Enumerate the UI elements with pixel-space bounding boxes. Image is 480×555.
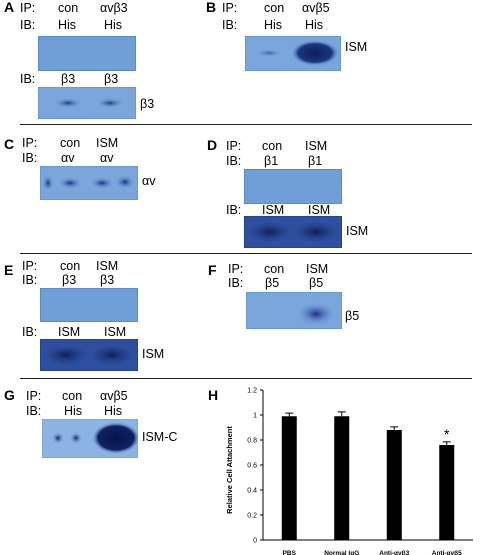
panel-a-ip-lane-1: con — [58, 1, 79, 15]
panel-g-band-label: ISM-C — [142, 430, 178, 444]
panel-b-ip-lane-1: con — [264, 1, 285, 15]
panel-a-blot-beta3 — [38, 87, 136, 119]
panel-e-ib-label: IB: — [22, 273, 38, 287]
panel-f-label: F — [208, 262, 217, 278]
chart-y-tick-label: 1 — [253, 413, 257, 420]
panel-d-ip-lane-1: con — [262, 139, 283, 153]
panel-d-label: D — [207, 137, 218, 153]
panel-d-ib2-lane-1: ISM — [262, 203, 285, 217]
panel-b-ib-label: IB: — [222, 18, 238, 32]
panel-d-ib2-label: IB: — [226, 203, 242, 217]
panel-e-ip-label: IP: — [22, 259, 38, 273]
chart-x-tick-label: Anti-αvβ3 — [379, 550, 409, 555]
panel-e-label: E — [4, 262, 14, 278]
panel-g-ib-lane-1: His — [64, 404, 83, 418]
panel-d-ib-lane-2: β1 — [308, 154, 323, 168]
panel-c-ip-label: IP: — [22, 136, 38, 150]
panel-a-ip-lane-2: αvβ3 — [100, 1, 128, 15]
panel-e-ib-lane-2: β3 — [100, 273, 115, 287]
chart-x-tick-label: Normal IgG — [324, 550, 359, 555]
divider-3 — [20, 378, 472, 379]
panel-a-ip-label: IP: — [20, 1, 36, 15]
chart-significance-annotation: * — [444, 426, 450, 442]
chart-bar — [439, 445, 455, 540]
panel-c-ib-label: IB: — [22, 151, 38, 165]
panel-c-ip-lane-1: con — [60, 136, 81, 150]
chart-y-tick-label: 0 — [253, 538, 257, 545]
chart-y-tick-label: 1.2 — [247, 388, 257, 395]
panel-a-label: A — [4, 0, 15, 15]
panel-c-ib-lane-1: αv — [61, 151, 75, 165]
panel-g-ip-lane-2: αvβ5 — [100, 389, 128, 403]
panel-h-label: H — [208, 387, 219, 403]
panel-b-ip-label: IP: — [222, 1, 238, 15]
panel-e-ip-lane-1: con — [60, 259, 81, 273]
panel-e-blot-beta3 — [40, 288, 138, 322]
divider-1 — [20, 124, 472, 125]
panel-f-ip-lane-2: ISM — [306, 262, 329, 276]
panel-d-blot-beta1 — [244, 169, 342, 204]
chart-x-tick-label: Anti-αvβ5 — [432, 550, 462, 555]
panel-e-ib2-lane-1: ISM — [58, 325, 81, 339]
panel-f-band-label: β5 — [345, 309, 360, 323]
panel-g-ib-lane-2: His — [104, 404, 123, 418]
chart-y-axis-label: Relative Cell Attachment — [225, 426, 234, 514]
panel-e-ip-lane-2: ISM — [96, 259, 119, 273]
panel-b-ip-lane-2: αvβ5 — [302, 1, 330, 15]
panel-b-blot-ism — [245, 36, 341, 71]
panel-c-ip-lane-2: ISM — [96, 136, 119, 150]
chart-x-tick-label: PBS — [283, 550, 297, 555]
panel-d-ib-label: IB: — [226, 154, 242, 168]
panel-d-blot-ism — [244, 216, 342, 248]
panel-a-ib2-lane-1: β3 — [61, 72, 76, 86]
panel-e-ib-lane-1: β3 — [62, 273, 77, 287]
panel-f-blot-beta5 — [246, 292, 342, 329]
panel-b-ib-lane-2: His — [305, 18, 324, 32]
panel-f-ip-lane-1: con — [264, 262, 285, 276]
panel-g-ip-label: IP: — [26, 389, 42, 403]
panel-a-ib2-lane-2: β3 — [104, 72, 119, 86]
panel-c-label: C — [4, 136, 15, 152]
panel-d-ib-lane-1: β1 — [264, 154, 279, 168]
panel-b-label: B — [206, 0, 217, 15]
panel-e-band-label: ISM — [142, 347, 165, 361]
panel-a-ib-lane-2: His — [104, 18, 123, 32]
chart-y-tick-label: 0.8 — [247, 438, 257, 445]
panel-g-blot-ism-c — [42, 419, 138, 458]
panel-d-ip-label: IP: — [226, 139, 242, 153]
chart-bar — [334, 416, 350, 540]
panel-b-band-label: ISM — [345, 40, 368, 54]
panel-g-ip-lane-1: con — [62, 389, 83, 403]
chart-bar — [386, 430, 402, 540]
panel-c-blot-alphav — [40, 166, 138, 200]
panel-a-ib-label: IB: — [20, 18, 36, 32]
panel-g-ib-label: IB: — [26, 404, 42, 418]
panel-d-ib2-lane-2: ISM — [308, 203, 331, 217]
panel-d-band-label: ISM — [346, 224, 369, 238]
chart-bar — [281, 416, 297, 540]
chart-y-tick-label: 0.4 — [247, 488, 257, 495]
panel-g-label: G — [4, 387, 15, 403]
panel-f-ib-lane-2: β5 — [309, 276, 324, 290]
divider-2 — [20, 253, 472, 254]
relative-cell-attachment-chart: Relative Cell Attachment 0 0.2 0.4 0.6 0.8 1 1… — [225, 388, 473, 555]
panel-e-ib2-lane-2: ISM — [104, 325, 127, 339]
panel-c-band-label: αv — [142, 174, 156, 188]
panel-d-ip-lane-2: ISM — [305, 139, 328, 153]
panel-a-ib2-label: IB: — [20, 72, 36, 86]
panel-f-ib-lane-1: β5 — [265, 276, 280, 290]
panel-f-ip-label: IP: — [228, 262, 244, 276]
panel-a-ib-lane-1: His — [58, 18, 77, 32]
panel-e-ib2-label: IB: — [22, 325, 38, 339]
panel-a-band-label: β3 — [140, 97, 155, 111]
panel-f-ib-label: IB: — [228, 276, 244, 290]
panel-c-ib-lane-2: αv — [100, 151, 114, 165]
panel-b-ib-lane-1: His — [264, 18, 283, 32]
panel-e-blot-ism — [40, 339, 138, 371]
panel-a-blot-his — [38, 36, 136, 71]
chart-y-tick-label: 0.6 — [247, 463, 257, 470]
chart-y-tick-label: 0.2 — [247, 513, 257, 520]
